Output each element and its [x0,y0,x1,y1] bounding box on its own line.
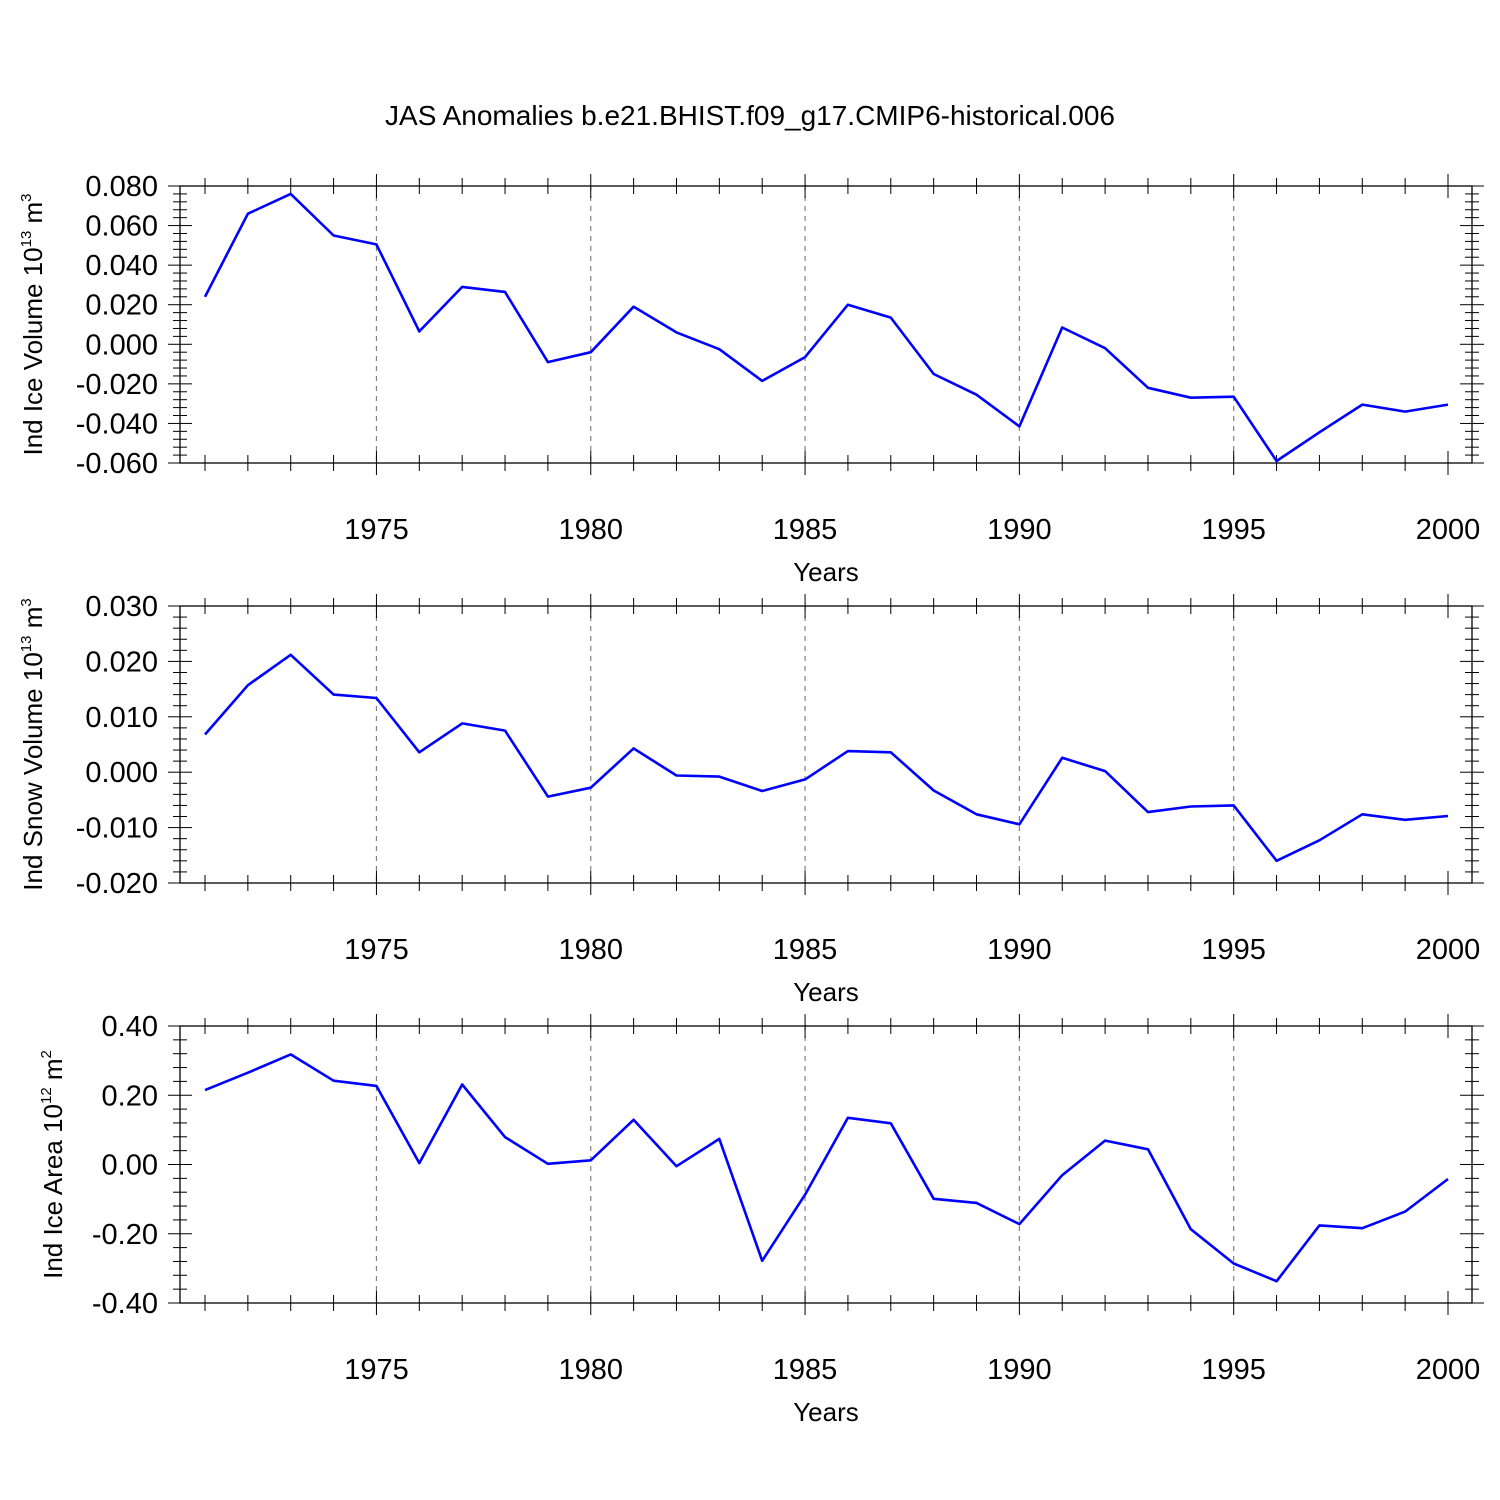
figure-title: JAS Anomalies b.e21.BHIST.f09_g17.CMIP6-… [385,100,1115,131]
plot-frame [179,605,1473,884]
panels: -0.060 -0.040 -0.020 0.000 0.020 0.040 0.060 0.… [18,171,1484,1427]
y-tick-label: -0.060 [76,448,158,480]
y-tick-label: 0.010 [85,702,158,734]
x-tick-label: 1985 [773,1354,838,1386]
x-tick-label: 1995 [1201,514,1266,546]
y-tick-label: 0.060 [85,211,158,243]
x-tick-label: 1995 [1201,934,1266,966]
x-tick-label: 1990 [987,934,1052,966]
y-tick-label: 0.020 [85,290,158,322]
y-tick-label: -0.020 [76,369,158,401]
series-line [204,653,1449,863]
series-line [204,1053,1449,1283]
x-tick-label: 1975 [344,514,409,546]
y-tick-label: -0.20 [92,1219,158,1251]
x-axis-label: Years [793,977,859,1007]
y-tick-label: 0.20 [102,1080,158,1112]
x-tick-label: 2000 [1416,514,1481,546]
x-tick-label: 1980 [559,1354,624,1386]
x-tick-label: 1990 [987,1354,1052,1386]
y-tick-label: 0.000 [85,757,158,789]
chart-panel-1: -0.060 -0.040 -0.020 0.000 0.020 0.040 0.060 0.… [18,171,1484,587]
y-axis-label: Ind Ice Area 1012 m2 [38,1050,68,1279]
y-tick-label: 0.030 [85,591,158,623]
x-tick-label: 1985 [773,514,838,546]
x-tick-label: 2000 [1416,1354,1481,1386]
y-tick-label: -0.040 [76,408,158,440]
y-tick-label: 0.000 [85,329,158,361]
chart-panel-2: -0.020 -0.010 0.000 0.010 0.020 0.030 1975 1980… [18,591,1484,1007]
x-tick-label: 1980 [559,934,624,966]
y-axis-label: Ind Ice Volume 1013 m3 [18,193,48,455]
y-tick-label: 0.40 [102,1011,158,1043]
y-tick-label: 0.080 [85,171,158,203]
x-tick-label: 1985 [773,934,838,966]
x-tick-label: 2000 [1416,934,1481,966]
plot-frame [179,185,1473,464]
x-tick-label: 1990 [987,514,1052,546]
y-tick-label: 0.020 [85,646,158,678]
y-tick-label: 0.040 [85,250,158,282]
x-axis-label: Years [793,1397,859,1427]
y-tick-label: -0.010 [76,813,158,845]
y-tick-label: 0.00 [102,1150,158,1182]
x-tick-label: 1975 [344,934,409,966]
y-tick-label: -0.40 [92,1288,158,1320]
plot-frame [179,1025,1473,1304]
x-tick-label: 1995 [1201,1354,1266,1386]
series-line [203,192,1449,463]
chart-panel-3: -0.40 -0.20 0.00 0.20 0.40 1975 1980 1985 1990 19… [38,1011,1484,1427]
x-axis-label: Years [793,557,859,587]
x-tick-label: 1980 [559,514,624,546]
y-axis-label: Ind Snow Volume 1013 m3 [18,598,48,890]
x-tick-label: 1975 [344,1354,409,1386]
y-tick-label: -0.020 [76,868,158,900]
